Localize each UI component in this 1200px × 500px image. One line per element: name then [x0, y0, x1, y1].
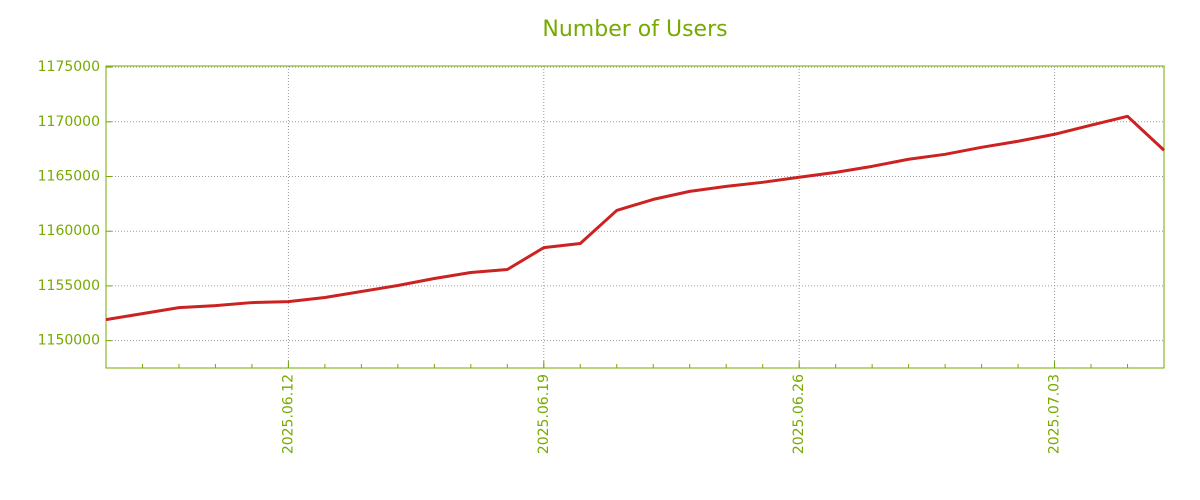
plot-frame [105, 65, 1165, 369]
x-tick-label: 2025.06.26 [791, 374, 807, 454]
y-tick-label: 1170000 [38, 114, 100, 130]
x-tick-label: 2025.07.03 [1047, 374, 1063, 454]
x-tick-label: 2025.06.12 [280, 374, 296, 454]
y-tick-label: 1160000 [38, 223, 100, 239]
y-tick-label: 1150000 [38, 333, 100, 349]
data-line [105, 114, 1166, 322]
y-tick-label: 1155000 [38, 278, 100, 294]
x-tick-label: 2025.06.19 [536, 374, 552, 454]
y-tick-label: 1165000 [38, 169, 100, 185]
y-tick-label: 1175000 [38, 59, 100, 75]
chart-title: Number of Users [542, 17, 727, 42]
